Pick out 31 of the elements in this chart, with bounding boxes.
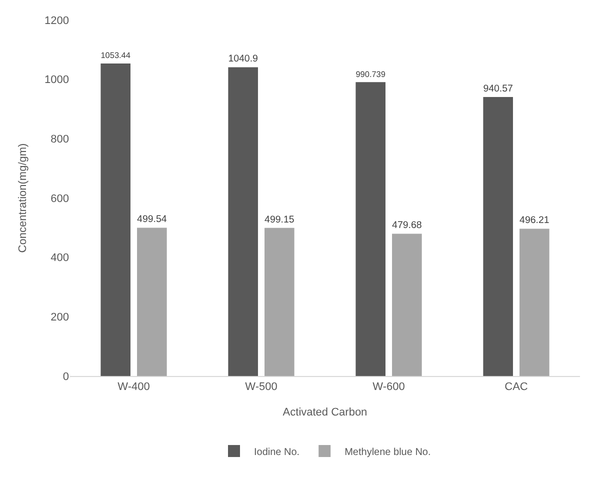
data-label: 990.739 [356, 70, 386, 79]
y-tick-label: 1200 [44, 14, 69, 27]
bar [228, 67, 258, 376]
y-tick-label: 0 [62, 370, 69, 383]
x-tick-label: W-600 [372, 381, 405, 394]
bar [100, 63, 130, 376]
data-label: 1040.9 [228, 54, 258, 65]
x-tick-label: W-500 [245, 381, 278, 394]
data-label: 479.68 [392, 220, 422, 232]
y-tick-label: 800 [50, 134, 69, 146]
y-tick-label: 600 [50, 192, 69, 205]
data-label: 499.54 [137, 214, 168, 226]
data-label: 940.57 [483, 83, 513, 94]
data-label: 496.21 [520, 215, 550, 226]
bar [137, 228, 167, 376]
x-tick-label: W-400 [118, 381, 150, 394]
data-label: 499.15 [264, 214, 294, 226]
bar [264, 228, 294, 376]
y-axis-title: Concentration(mg/gm) [17, 143, 30, 253]
x-axis-title: Activated Carbon [282, 406, 368, 418]
data-label: 1053.44 [100, 51, 131, 60]
y-tick-label: 400 [50, 252, 69, 264]
y-tick-label: 1000 [44, 74, 69, 86]
legend-label: Iodine No. [254, 446, 300, 458]
bar [520, 228, 550, 376]
legend-label: Methylene blue No. [344, 446, 431, 458]
bar [392, 234, 422, 376]
bar [356, 82, 386, 376]
x-tick-label: CAC [504, 381, 528, 394]
y-tick-label: 200 [50, 312, 69, 324]
bar [483, 96, 513, 376]
